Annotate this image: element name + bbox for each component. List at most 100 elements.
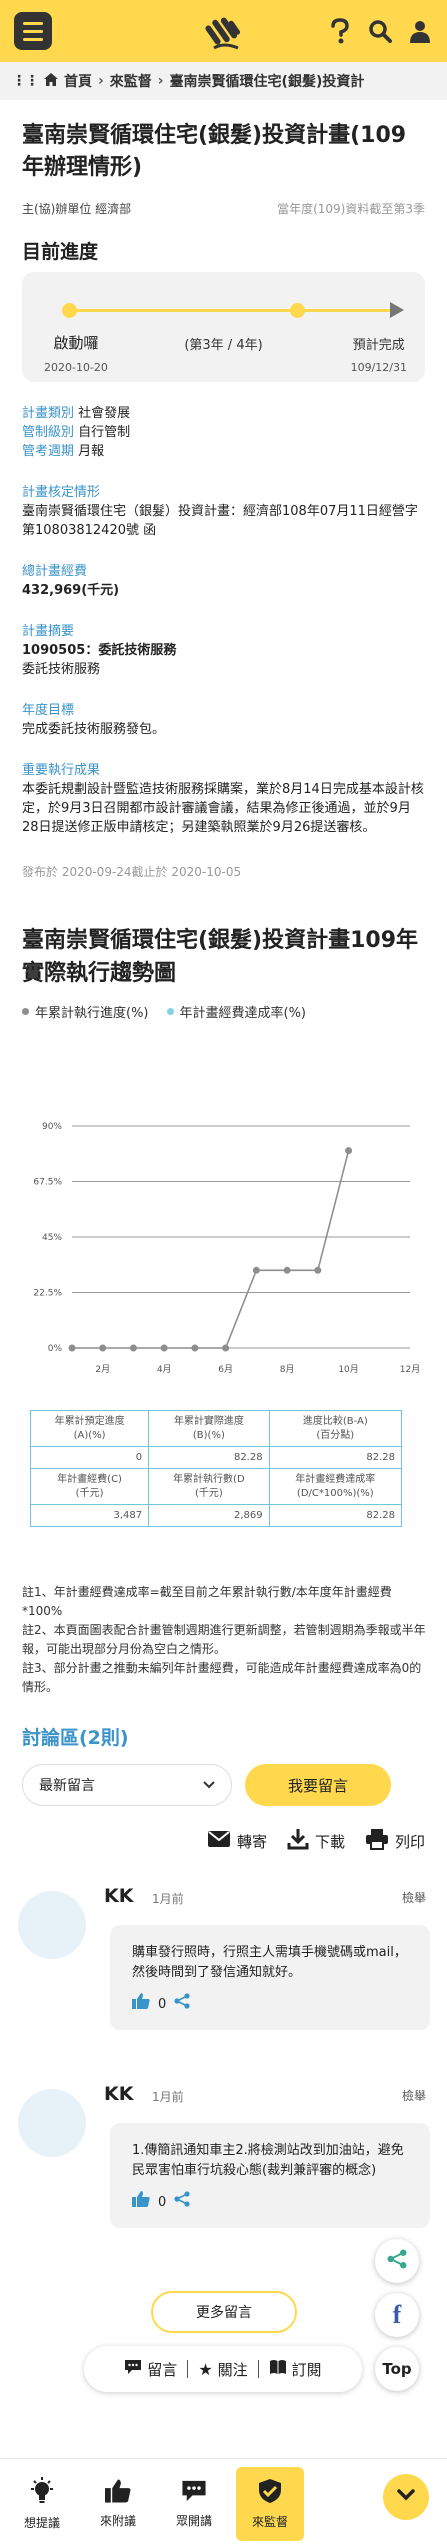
more-dots-icon: ⋮⋮ [12, 73, 39, 89]
summary-label: 計畫摘要 [22, 624, 75, 639]
back-to-top-button[interactable]: Top [375, 2347, 419, 2391]
help-icon[interactable] [327, 18, 353, 44]
table-cell-spent: 2,869 [148, 1504, 270, 1527]
sort-select[interactable]: 最新留言 [22, 1764, 232, 1806]
comment-text: 1.傳簡訊通知車主2.將檢測站改到加油站，避免民眾害怕車行坑殺心態(裁判兼評審的… [132, 2143, 404, 2178]
legend-progress-label: 年累計執行進度(%) [35, 1006, 149, 1021]
data-point [222, 1344, 230, 1352]
legend-budget[interactable]: 年計畫經費達成率(%) [166, 1002, 307, 1021]
series-line [72, 1150, 350, 1349]
table-cell-diff: 82.28 [268, 1446, 403, 1469]
note-3: 註3、部分計畫之推動未編列年計畫經費，可能造成年計畫經費達成率為0的情形。 [22, 1661, 422, 1694]
pill-subscribe-label: 訂閱 [291, 2360, 322, 2379]
like-count: 0 [158, 2194, 167, 2210]
expand-nav-button[interactable] [383, 2474, 429, 2520]
table-header-planned: 年累計預定進度 (A)(%) [29, 1410, 150, 1447]
book-icon [269, 2359, 287, 2379]
post-comment-button[interactable]: 我要留言 [245, 1764, 391, 1806]
hands-logo-icon[interactable] [200, 8, 248, 56]
y-tick-label: 22.5% [33, 1289, 62, 1299]
thumbs-up-icon[interactable] [132, 2191, 150, 2214]
action-pill-bar: 留言 ★ 關注 訂閱 [84, 2346, 362, 2392]
report-link[interactable]: 檢舉 [401, 2089, 426, 2103]
data-period-text: 當年度(109)資料截至第3季 [277, 202, 425, 216]
table-header-diff: 進度比較(B-A) (百分點) [268, 1410, 403, 1447]
pill-follow-button[interactable]: ★ 關注 [198, 2359, 247, 2380]
cycle-value: 月報 [78, 444, 105, 459]
trend-title: 臺南崇賢循環住宅(銀髮)投資計畫109年實際執行趨勢圖 [22, 928, 419, 986]
legend-progress[interactable]: 年累計執行進度(%) [22, 1002, 149, 1021]
nav-supervise[interactable]: 來監督 [236, 2467, 304, 2541]
data-point [99, 1344, 107, 1352]
share-actions: 轉寄 下載 列印 [207, 1828, 425, 1854]
comment-bubble: 購車發行照時，行照主人需填手機號碼或mail，然後時間到了發信通知就好。 0 [110, 1925, 430, 2030]
table-header-actual: 年累計實際進度 (B)(%) [148, 1410, 270, 1447]
print-icon [365, 1828, 389, 1854]
control-value: 自行管制 [78, 425, 131, 440]
legend-budget-label: 年計畫經費達成率(%) [179, 1006, 307, 1021]
trend-chart: 0% 22.5% 45% 67.5% 90% 2月 4月 6月 8月 10月 12月 [33, 1122, 420, 1375]
budget-value: 432,969(千元) [22, 583, 120, 598]
pill-follow-label: 關注 [217, 2360, 248, 2379]
sort-value: 最新留言 [39, 1778, 95, 1794]
category-value: 社會發展 [78, 406, 131, 421]
print-button[interactable]: 列印 [365, 1828, 425, 1854]
share-icon[interactable] [174, 2191, 190, 2214]
breadcrumb-separator: › [98, 73, 104, 89]
shield-check-icon [258, 2478, 282, 2507]
share-fab[interactable] [375, 2239, 419, 2283]
nav-second[interactable]: 來附議 [84, 2467, 152, 2541]
share-icon[interactable] [174, 1993, 190, 2016]
table-cell-actual: 82.28 [148, 1446, 270, 1469]
search-icon[interactable] [367, 18, 393, 44]
pill-comment-button[interactable]: 留言 [124, 2359, 177, 2380]
table-header-budget: 年計畫經費(C) (千元) [29, 1468, 150, 1505]
thumbs-up-icon [105, 2479, 131, 2506]
progress-card: 啟動囉 2020-10-20 (第3年 / 4年) 預計完成 109/12/31 [22, 272, 425, 382]
y-tick-label: 45% [42, 1233, 62, 1243]
nav-propose[interactable]: 想提議 [8, 2467, 76, 2541]
download-button[interactable]: 下載 [287, 1828, 345, 1854]
avatar [18, 1891, 86, 1959]
progress-track [67, 309, 397, 312]
pill-comment-label: 留言 [147, 2360, 178, 2379]
nav-propose-label: 想提議 [23, 2516, 60, 2530]
nav-second-label: 來附議 [99, 2514, 136, 2528]
data-point [68, 1344, 76, 1352]
more-comments-button[interactable]: 更多留言 [151, 2291, 297, 2333]
x-tick-label: 8月 [280, 1364, 295, 1375]
facebook-fab[interactable]: f [375, 2293, 419, 2337]
nav-supervise-label: 來監督 [251, 2515, 288, 2529]
report-link[interactable]: 檢舉 [401, 1891, 426, 1905]
approval-value: 臺南崇賢循環住宅（銀髮）投資計畫：經濟部108年07月11日經營字第108038… [22, 504, 418, 538]
breadcrumb-supervise[interactable]: 來監督 [109, 74, 152, 90]
chart-notes: 註1、年計畫經費達成率=截至目前之年累計執行數/本年度年計畫經費*100% 註2… [22, 1583, 426, 1697]
menu-icon [23, 21, 43, 25]
table-cell-planned: 0 [29, 1446, 150, 1469]
comment-text: 購車發行照時，行照主人需填手機號碼或mail，然後時間到了發信通知就好。 [132, 1945, 407, 1980]
published-date: 發布於 2020-09-24截止於 2020-10-05 [22, 865, 242, 879]
menu-button[interactable] [14, 12, 52, 50]
like-count: 0 [158, 1996, 167, 2012]
x-tick-label: 12月 [400, 1364, 420, 1375]
breadcrumb-current: 臺南崇賢循環住宅(銀髮)投資計 [169, 74, 365, 90]
thumbs-up-icon[interactable] [132, 1993, 150, 2016]
nav-forum-label: 眾開講 [175, 2514, 212, 2528]
breadcrumb-home[interactable]: 首頁 [64, 74, 92, 90]
goal-value: 完成委託技術服務發包。 [22, 722, 166, 737]
avatar [18, 2089, 86, 2157]
comment-bubble: 1.傳簡訊通知車主2.將檢測站改到加油站，避免民眾害怕車行坑殺心態(裁判兼評審的… [110, 2123, 430, 2228]
chat-icon [181, 2479, 207, 2506]
forward-label: 轉寄 [236, 1832, 267, 1851]
star-icon: ★ [198, 2359, 213, 2379]
comment-time: 1月前 [152, 2090, 184, 2104]
pill-subscribe-button[interactable]: 訂閱 [269, 2359, 322, 2380]
print-label: 列印 [394, 1832, 425, 1851]
results-value: 本委託規劃設計暨監造技術服務採購案，業於8月14日完成基本設計核定，於9月3日召… [22, 782, 424, 835]
user-icon[interactable] [407, 18, 433, 44]
nav-forum[interactable]: 眾開講 [160, 2467, 228, 2541]
data-table: 年累計預定進度 (A)(%) 年累計實際進度 (B)(%) 進度比較(B-A) (百分… [29, 1410, 403, 1527]
legend-budget-dot [166, 1008, 174, 1015]
forward-button[interactable]: 轉寄 [207, 1828, 267, 1854]
page-title: 臺南崇賢循環住宅(銀髮)投資計畫(109年辦理情形) [22, 123, 407, 180]
